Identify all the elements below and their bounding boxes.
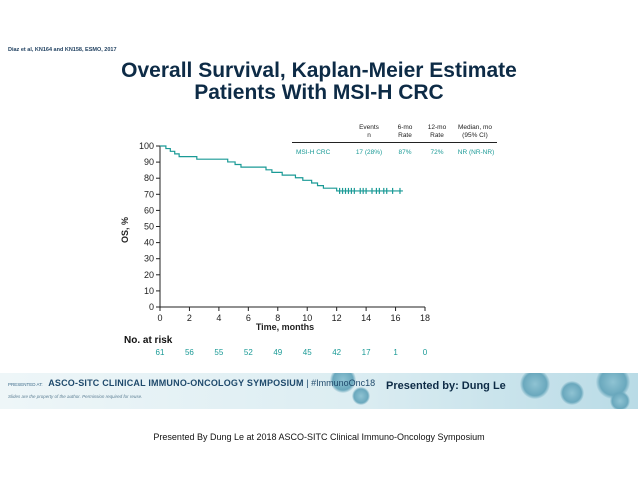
stats-row-median: NR (NR-NR) bbox=[457, 149, 495, 156]
stats-row-rate-6mo: 87% bbox=[398, 149, 412, 156]
x-tick-label: 16 bbox=[391, 313, 401, 323]
banner-symposium: ASCO-SITC CLINICAL IMMUNO-ONCOLOGY SYMPO… bbox=[48, 378, 304, 388]
stats-header-12mo: 12-mo Rate bbox=[422, 124, 452, 139]
x-tick-label: 6 bbox=[246, 313, 251, 323]
risk-count: 56 bbox=[184, 348, 194, 357]
stats-header-6mo: 6-mo Rate bbox=[390, 124, 420, 139]
y-tick-label: 40 bbox=[144, 238, 154, 248]
x-tick-label: 18 bbox=[420, 313, 430, 323]
slide-caption: Presented By Dung Le at 2018 ASCO-SITC C… bbox=[153, 432, 485, 442]
banner-presenter: Presented by: Dung Le bbox=[386, 380, 506, 392]
x-axis-title: Time, months bbox=[256, 322, 314, 332]
x-tick-label: 2 bbox=[187, 313, 192, 323]
y-tick-label: 70 bbox=[144, 189, 154, 199]
y-tick-label: 0 bbox=[149, 302, 154, 312]
y-tick-label: 30 bbox=[144, 254, 154, 264]
citation: Diaz et al, KN164 and KN158, ESMO, 2017 bbox=[8, 47, 117, 53]
y-axis-title: OS, % bbox=[120, 217, 130, 243]
slide-title-line-2: Patients With MSI-H CRC bbox=[194, 81, 444, 104]
x-tick-label: 12 bbox=[332, 313, 342, 323]
stats-header-6mo-line1: 6-mo bbox=[397, 124, 413, 131]
risk-count: 55 bbox=[214, 348, 224, 357]
cell-graphic bbox=[352, 387, 370, 405]
y-tick-label: 80 bbox=[144, 173, 154, 183]
x-tick-label: 4 bbox=[216, 313, 221, 323]
cell-graphic bbox=[330, 373, 356, 393]
stats-header-median-line1: Median, mo bbox=[458, 124, 492, 131]
y-tick-label: 20 bbox=[144, 270, 154, 280]
stats-header-median: Median, mo (95% CI) bbox=[452, 124, 498, 139]
stats-header-median-line2: (95% CI) bbox=[462, 131, 488, 139]
stats-row-rate-12mo: 72% bbox=[430, 149, 444, 156]
y-tick-label: 90 bbox=[144, 157, 154, 167]
stats-header-events: Events n bbox=[352, 124, 386, 139]
risk-count: 17 bbox=[361, 348, 371, 357]
banner-separator: | bbox=[306, 378, 309, 388]
banner-hashtag: #ImmunoOnc18 bbox=[311, 378, 376, 388]
slide-title-line-1: Overall Survival, Kaplan-Meier Estimate bbox=[121, 59, 517, 82]
cell-graphic bbox=[610, 391, 630, 409]
x-tick-label: 10 bbox=[302, 313, 312, 323]
cell-graphic bbox=[560, 381, 584, 405]
km-censor-marks bbox=[339, 187, 401, 194]
km-curve-group bbox=[160, 145, 403, 192]
x-tick-label: 0 bbox=[157, 313, 162, 323]
stats-header-events-line2: n bbox=[367, 131, 371, 139]
y-tick-label: 100 bbox=[139, 141, 154, 151]
y-tick-label: 10 bbox=[144, 286, 154, 296]
risk-count: 0 bbox=[422, 348, 428, 357]
risk-count: 1 bbox=[393, 348, 398, 357]
x-tick-label: 8 bbox=[275, 313, 280, 323]
banner-subtext: Slides are the property of the author. P… bbox=[8, 394, 143, 399]
stats-row-events: 17 (28%) bbox=[355, 149, 383, 156]
stats-row-label: MSI-H CRC bbox=[296, 149, 331, 156]
stats-header-6mo-line2: Rate bbox=[398, 131, 412, 139]
risk-count: 61 bbox=[155, 348, 165, 357]
risk-table-title: No. at risk bbox=[124, 335, 173, 346]
stats-header-12mo-line1: 12-mo bbox=[427, 124, 447, 131]
y-tick-label: 60 bbox=[144, 205, 154, 215]
risk-count: 49 bbox=[273, 348, 283, 357]
footer-banner: PRESENTED AT: ASCO-SITC CLINICAL IMMUNO-… bbox=[0, 373, 638, 409]
risk-count: 42 bbox=[332, 348, 342, 357]
km-curve-line bbox=[160, 145, 403, 192]
banner-prefix: PRESENTED AT: bbox=[8, 382, 43, 387]
stats-table-rule bbox=[292, 142, 497, 143]
km-axes: 0 10 20 30 40 50 60 70 80 90 100 0 2 4 6 8 10 12 14 16 18 bbox=[139, 141, 430, 323]
cell-graphic bbox=[520, 373, 550, 399]
stats-header-events-line1: Events bbox=[359, 124, 379, 131]
y-tick-label: 50 bbox=[144, 222, 154, 232]
x-tick-label: 14 bbox=[361, 313, 371, 323]
risk-count: 52 bbox=[243, 348, 253, 357]
risk-count: 45 bbox=[302, 348, 312, 357]
banner-symposium-line: PRESENTED AT: ASCO-SITC CLINICAL IMMUNO-… bbox=[8, 378, 375, 388]
stats-header-12mo-line2: Rate bbox=[430, 131, 444, 139]
